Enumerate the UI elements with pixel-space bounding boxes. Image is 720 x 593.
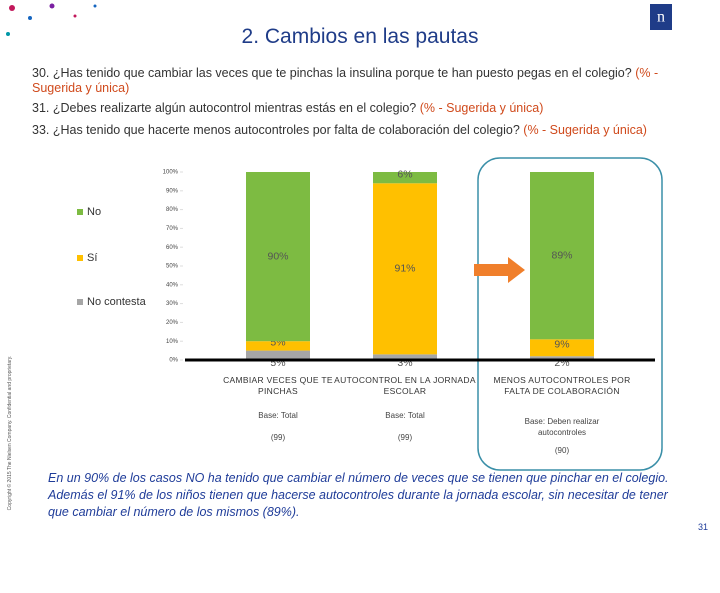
question-note: (% - Sugerida y única) [32,66,659,95]
question-note: (% - Sugerida y única) [523,123,647,137]
x-tick-label: MENOS AUTOCONTROLES POR FALTA DE COLABOR… [493,375,631,396]
x-label-box: CAMBIAR VECES QUE TE PINCHAS [223,375,333,396]
y-tick-label: 10% [166,339,179,345]
base-label: Base: Total [385,411,425,420]
base-label: Base: Deben realizar autocontroles [524,417,600,437]
question-note: (% - Sugerida y única) [419,101,544,115]
question-text: 33. ¿Has tenido que hacerte menos autoco… [32,123,520,137]
y-tick-label: 70% [166,226,179,232]
summary: En un 90% de los casos NO ha tenido que … [48,471,669,519]
decor-dots [6,3,97,36]
y-tick-label: 80% [166,207,179,213]
slide: {"header": {"title": "2. Cambios en las … [6,3,708,532]
y-tick-label: 90% [166,188,179,194]
base-box: Base: Total (99) [385,411,425,442]
value-label: 91% [394,263,415,275]
bar-segment [246,341,310,351]
chart: n 0% 10% 20% 30% 40% 50% 60% 70% 80% 90% 100% No Sí N… [6,3,672,471]
legend-label: Sí [87,252,97,264]
legend-swatch [77,209,83,215]
y-tick-label: 0% [169,358,178,364]
page-number: 31 [697,522,708,532]
base-n: (99) [397,433,413,442]
bar-segment [530,356,594,360]
legend-label: No contesta [87,296,147,308]
logo-box [650,4,672,30]
bar-segment [246,172,310,342]
y-tick-label: 40% [166,282,179,288]
base-box: Base: Total (99) [258,411,298,442]
question: 31. ¿Debes realizarte algún autocontrol … [32,101,692,116]
bar-segment [530,339,594,357]
value-label: 90% [267,250,288,262]
highlight-box [477,157,663,471]
copyright: Copyright © 2015 The Nielsen Company. Co… [7,355,13,511]
legend-swatch [77,299,83,305]
question: 33. ¿Has tenido que hacerte menos autoco… [32,123,692,138]
y-tick-label: 30% [166,301,179,307]
question: 30. ¿Has tenido que cambiar las veces qu… [32,66,692,96]
logo: n [657,9,665,26]
bar-segment [246,350,310,360]
question-text: 31. ¿Debes realizarte algún autocontrol … [32,101,417,115]
base-n: (99) [270,433,286,442]
base-label: Base: Total [258,411,298,420]
value-label: 89% [551,249,572,261]
x-tick-label: CAMBIAR VECES QUE TE PINCHAS [223,375,333,396]
base-n: (90) [554,446,570,455]
x-label-box: AUTOCONTROL EN LA JORNADA ESCOLAR [334,375,476,396]
value-label: 6% [397,168,412,180]
x-label-box: MENOS AUTOCONTROLES POR FALTA DE COLABOR… [493,375,631,396]
bar-segment [530,172,594,340]
bar-segment [373,183,437,355]
legend-label: No [87,206,101,218]
bar-segment [373,354,437,360]
base-box: Base: Deben realizar autocontroles (90) [524,417,600,455]
legend-swatch [77,255,83,261]
bar-segment [373,172,437,184]
y-tick-label: 60% [166,245,179,251]
arrow [474,257,525,283]
question-text: 30. ¿Has tenido que cambiar las veces qu… [32,66,632,80]
x-tick-label: AUTOCONTROL EN LA JORNADA ESCOLAR [334,375,476,396]
title: 2. Cambios en las pautas [241,25,479,48]
value-label: 9% [554,339,569,351]
y-tick-label: 100% [163,170,179,176]
y-tick-label: 50% [166,264,179,270]
y-tick-label: 20% [166,320,179,326]
